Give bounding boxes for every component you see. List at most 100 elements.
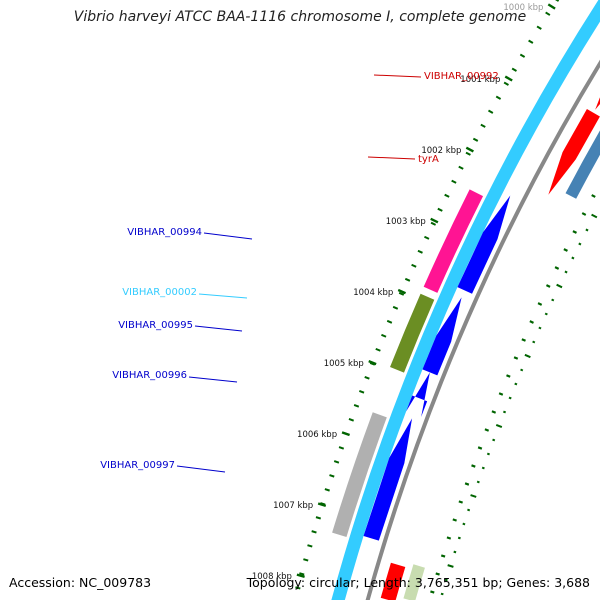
outer-dot — [452, 518, 457, 522]
outer-dot — [491, 410, 497, 414]
right-tick-dot — [470, 494, 477, 498]
left-tick-dot — [417, 249, 423, 254]
left-tick-dot — [358, 390, 365, 394]
kbp-tick — [465, 146, 474, 153]
reverse-cds-arrow[interactable] — [422, 297, 462, 376]
kbp-tick — [547, 3, 556, 10]
right-tick-dot — [585, 228, 589, 232]
left-tick-dot — [386, 319, 393, 324]
outer-dot — [554, 266, 560, 270]
left-tick-dot — [381, 333, 387, 338]
gene-label[interactable]: VIBHAR_00994 — [127, 227, 202, 238]
left-tick-dot — [329, 474, 335, 478]
kbp-label: 1001 kbp — [460, 75, 500, 85]
reverse-cds-arrow[interactable] — [406, 372, 430, 418]
outer-dot — [477, 446, 483, 450]
right-tick-dot — [532, 340, 536, 344]
left-tick-dot — [398, 291, 405, 296]
gene-label[interactable]: VIBHAR_00996 — [112, 370, 187, 381]
left-tick-dot — [495, 95, 502, 100]
gene-label[interactable]: VIBHAR_00002 — [122, 287, 197, 298]
pseudogene-bar[interactable] — [423, 189, 484, 293]
right-tick-dot — [524, 353, 531, 359]
left-tick-dot — [348, 418, 355, 422]
left-tick-dot — [480, 123, 486, 128]
reverse-gene-track[interactable] — [330, 0, 600, 600]
gene-label[interactable]: VIBHAR_00997 — [100, 460, 175, 471]
kbp-label: 1007 kbp — [273, 501, 313, 511]
left-tick-dot — [424, 235, 430, 240]
left-tick-dot — [411, 263, 417, 268]
forward-gene-bar[interactable] — [565, 112, 600, 199]
left-tick-dot — [295, 586, 301, 590]
backbone-line[interactable] — [362, 0, 600, 600]
left-tick-dot — [333, 460, 340, 464]
rna-feature-bar[interactable] — [390, 293, 435, 373]
outer-dot — [591, 194, 596, 198]
outer-dot — [446, 536, 452, 540]
left-tick-dot — [503, 81, 509, 86]
right-tick-dot — [591, 213, 598, 219]
right-tick-dot — [508, 396, 512, 400]
right-tick-dot — [578, 242, 582, 246]
left-tick-dot — [404, 277, 411, 282]
outer-dot — [430, 590, 435, 594]
left-tick-dot — [458, 165, 464, 170]
kbp-label: 1000 kbp — [503, 3, 543, 13]
gene-leader-line — [188, 376, 238, 383]
kbp-tick — [397, 288, 407, 295]
left-tick-dot — [511, 67, 517, 72]
reverse-cds-arrow[interactable] — [457, 195, 511, 294]
forward-cds-arrow[interactable] — [548, 108, 600, 195]
gene-leader-line — [373, 74, 422, 78]
outer-dot — [572, 230, 578, 234]
kbp-tick — [317, 502, 327, 508]
kbp-tick — [341, 431, 350, 437]
left-tick-dot — [364, 375, 370, 380]
labels-layer: 1000 kbp 1001 kbp 1002 kbp 1003 kbp 1004 kbp… — [100, 3, 556, 582]
right-tick-dot — [551, 298, 555, 302]
right-tick-dot — [564, 270, 568, 274]
right-tick-dot — [457, 536, 461, 540]
right-tick-dot — [538, 326, 542, 330]
misc-feature-bar[interactable] — [332, 412, 387, 538]
outer-dot — [464, 482, 470, 486]
left-tick-dot — [444, 193, 450, 198]
right-tick-dot — [467, 508, 471, 512]
forward-cds-arrow[interactable] — [380, 562, 406, 600]
right-tick-dot — [514, 382, 518, 386]
forward-gene-bar[interactable] — [403, 564, 425, 600]
backbone-dots-layer — [295, 0, 598, 596]
left-tick-dot — [451, 179, 457, 184]
kbp-label: 1008 kbp — [252, 572, 292, 582]
right-tick-dot — [492, 438, 496, 442]
feature-tracks-layer — [330, 0, 600, 600]
gene-label[interactable]: VIBHAR_00992 — [424, 71, 499, 82]
right-tick-dot — [440, 592, 444, 596]
outer-dot — [529, 320, 534, 324]
gene-label[interactable]: tyrA — [418, 154, 439, 165]
kbp-label: 1003 kbp — [386, 217, 426, 227]
reverse-cds-arrow[interactable] — [363, 418, 413, 541]
gene-label[interactable]: VIBHAR_00995 — [118, 320, 193, 331]
left-tick-dot — [299, 572, 305, 576]
outer-dot — [581, 212, 587, 216]
left-tick-dot — [472, 137, 479, 142]
left-tick-dot — [528, 39, 534, 44]
left-tick-dot — [375, 347, 381, 352]
left-tick-dot — [315, 516, 322, 520]
forward-cds-arrow[interactable] — [595, 26, 600, 110]
left-tick-dot — [465, 151, 471, 156]
right-tick-dot — [453, 550, 457, 554]
right-tick-dot — [520, 368, 524, 372]
outer-dot — [563, 248, 568, 252]
right-tick-dot — [481, 466, 485, 470]
outer-dot — [458, 500, 463, 504]
left-tick-dot — [324, 488, 330, 492]
kbp-tick — [430, 217, 439, 224]
gene-leader-line — [198, 293, 248, 299]
outer-dot — [484, 428, 490, 432]
right-tick-dot — [462, 522, 466, 526]
